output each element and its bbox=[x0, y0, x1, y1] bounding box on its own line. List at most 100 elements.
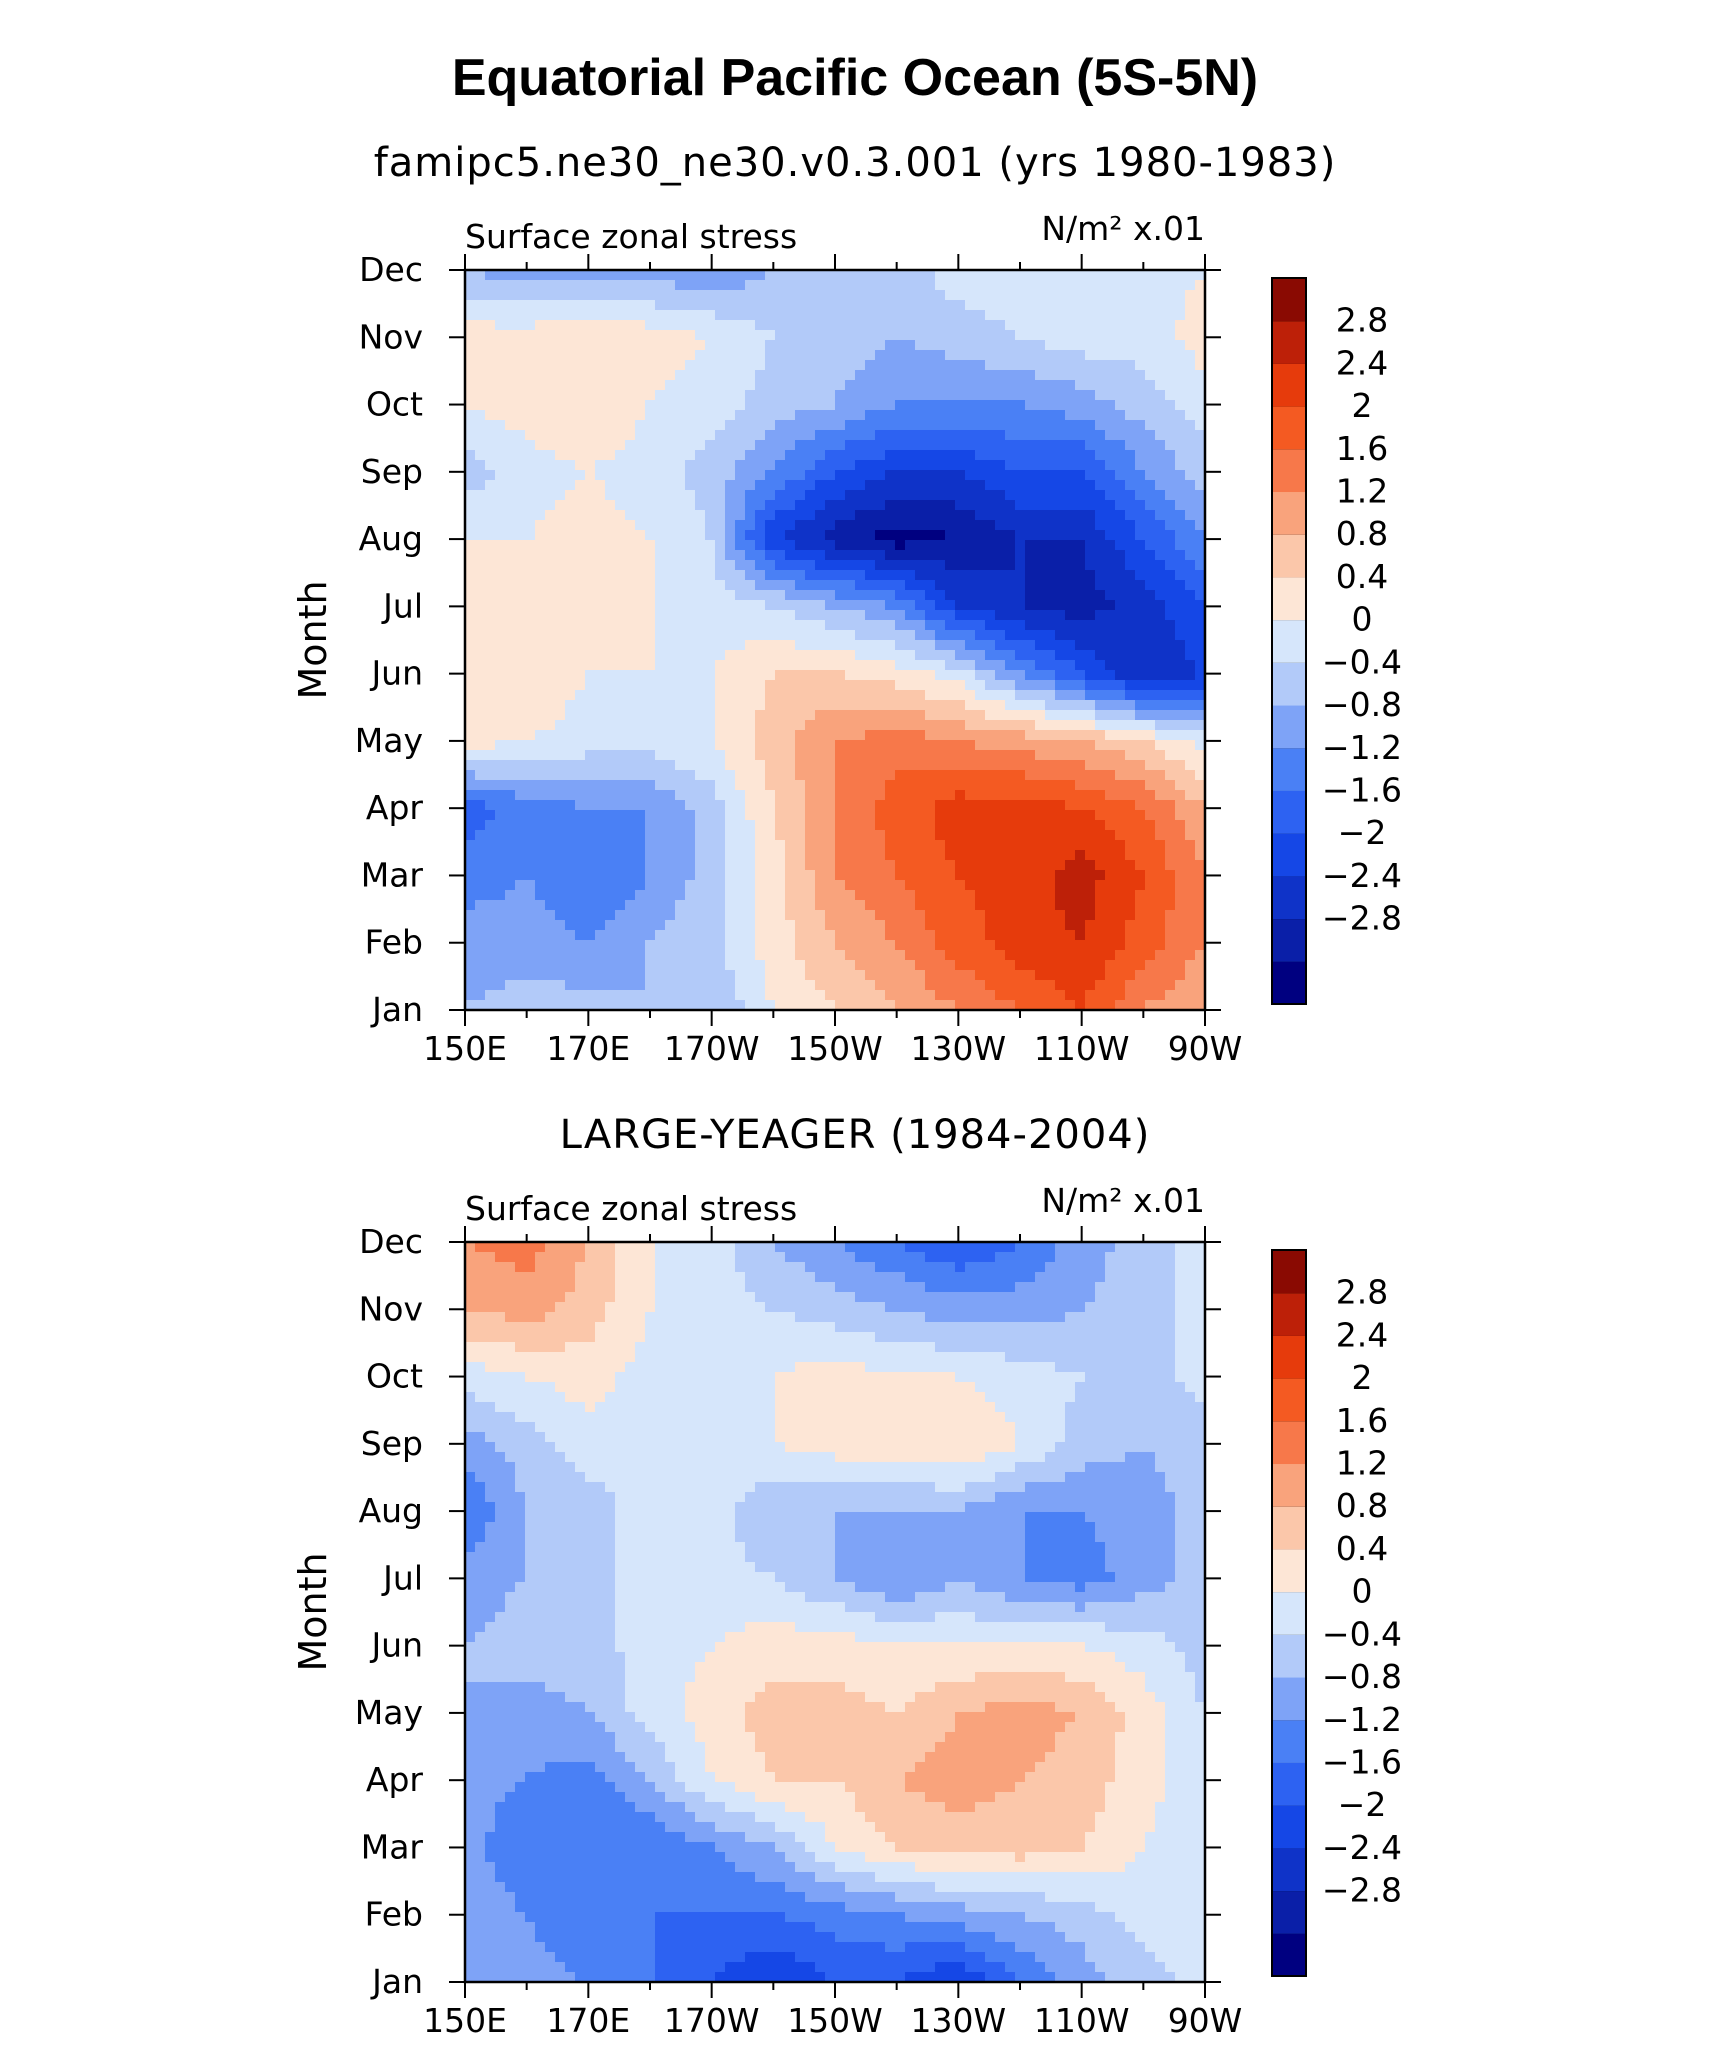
heatmap-cell bbox=[585, 460, 596, 471]
heatmap-cell bbox=[1105, 320, 1116, 331]
heatmap-cell bbox=[885, 530, 896, 541]
heatmap-cell bbox=[1035, 890, 1046, 901]
heatmap-cell bbox=[925, 790, 936, 801]
heatmap-cell bbox=[945, 310, 956, 321]
heatmap-cell bbox=[845, 920, 856, 931]
heatmap-cell bbox=[1045, 350, 1056, 361]
heatmap-cell bbox=[615, 760, 626, 771]
heatmap-cell bbox=[575, 290, 586, 301]
heatmap-cell bbox=[565, 490, 576, 501]
heatmap-cell bbox=[655, 400, 666, 411]
heatmap-cell bbox=[1145, 380, 1156, 391]
heatmap-cell bbox=[995, 820, 1006, 831]
heatmap-cell bbox=[1105, 450, 1116, 461]
heatmap-cell bbox=[1195, 370, 1206, 381]
heatmap-cell bbox=[745, 910, 756, 921]
heatmap-cell bbox=[665, 660, 676, 671]
heatmap-cell bbox=[985, 340, 996, 351]
heatmap-cell bbox=[1135, 750, 1146, 761]
heatmap-cell bbox=[1095, 560, 1106, 571]
heatmap-cell bbox=[765, 450, 776, 461]
heatmap-cell bbox=[1165, 720, 1176, 731]
heatmap-cell bbox=[585, 860, 596, 871]
heatmap-cell bbox=[735, 670, 746, 681]
heatmap-cell bbox=[605, 500, 616, 511]
heatmap-cell bbox=[655, 880, 666, 891]
heatmap-cell bbox=[675, 690, 686, 701]
heatmap-cell bbox=[965, 640, 976, 651]
heatmap-cell bbox=[1005, 860, 1016, 871]
heatmap-cell bbox=[1185, 270, 1196, 281]
heatmap-cell bbox=[855, 320, 866, 331]
heatmap-cell bbox=[985, 650, 996, 661]
heatmap-cell bbox=[675, 470, 686, 481]
heatmap-cell bbox=[765, 920, 776, 931]
heatmap-cell bbox=[525, 580, 536, 591]
heatmap-cell bbox=[555, 770, 566, 781]
heatmap-cell bbox=[695, 320, 706, 331]
heatmap-cell bbox=[965, 390, 976, 401]
heatmap-cell bbox=[1045, 330, 1056, 341]
heatmap-cell bbox=[955, 570, 966, 581]
heatmap-cell bbox=[595, 790, 606, 801]
heatmap-cell bbox=[615, 650, 626, 661]
heatmap-cell bbox=[1015, 700, 1026, 711]
heatmap-cell bbox=[795, 730, 806, 741]
heatmap-cell bbox=[885, 650, 896, 661]
heatmap-cell bbox=[1155, 830, 1166, 841]
heatmap-cell bbox=[935, 600, 946, 611]
heatmap-cell bbox=[545, 810, 556, 821]
heatmap-cell bbox=[1145, 570, 1156, 581]
heatmap-cell bbox=[1005, 480, 1016, 491]
heatmap-cell bbox=[945, 350, 956, 361]
heatmap-cell bbox=[535, 850, 546, 861]
heatmap-cell bbox=[865, 740, 876, 751]
heatmap-cell bbox=[1145, 390, 1156, 401]
heatmap-cell bbox=[555, 370, 566, 381]
heatmap-cell bbox=[915, 300, 926, 311]
heatmap-cell bbox=[975, 770, 986, 781]
heatmap-cell bbox=[1115, 800, 1126, 811]
heatmap-cell bbox=[505, 830, 516, 841]
heatmap-cell bbox=[705, 800, 716, 811]
heatmap-cell bbox=[735, 850, 746, 861]
heatmap-cell bbox=[1035, 550, 1046, 561]
heatmap-cell bbox=[1165, 860, 1176, 871]
heatmap-cell bbox=[1005, 830, 1016, 841]
heatmap-cell bbox=[565, 580, 576, 591]
heatmap-cell bbox=[1085, 640, 1096, 651]
heatmap-cell bbox=[1185, 650, 1196, 661]
heatmap-cell bbox=[695, 650, 706, 661]
heatmap-cell bbox=[505, 640, 516, 651]
heatmap-cell bbox=[945, 730, 956, 741]
heatmap-cell bbox=[545, 350, 556, 361]
heatmap-cell bbox=[585, 610, 596, 621]
heatmap-cell bbox=[915, 340, 926, 351]
heatmap-cell bbox=[1015, 740, 1026, 751]
heatmap-cell bbox=[1115, 290, 1126, 301]
heatmap-cell bbox=[985, 520, 996, 531]
heatmap-cell bbox=[945, 600, 956, 611]
heatmap-cell bbox=[1135, 590, 1146, 601]
heatmap-cell bbox=[765, 610, 776, 621]
heatmap-cell bbox=[1095, 280, 1106, 291]
heatmap-cell bbox=[835, 750, 846, 761]
heatmap-cell bbox=[555, 600, 566, 611]
heatmap-cell bbox=[925, 540, 936, 551]
heatmap-cell bbox=[845, 670, 856, 681]
panel-1-title: famipc5.ne30_ne30.v0.3.001 (yrs 1980-198… bbox=[373, 140, 1337, 186]
heatmap-cell bbox=[595, 800, 606, 811]
heatmap-cell bbox=[1035, 630, 1046, 641]
heatmap-cell bbox=[945, 710, 956, 721]
heatmap-cell bbox=[865, 860, 876, 871]
heatmap-cell bbox=[925, 870, 936, 881]
heatmap-cell bbox=[625, 440, 636, 451]
heatmap-cell bbox=[925, 800, 936, 811]
heatmap-cell bbox=[865, 540, 876, 551]
heatmap-cell bbox=[725, 840, 736, 851]
heatmap-cell bbox=[955, 750, 966, 761]
heatmap-cell bbox=[995, 270, 1006, 281]
heatmap-cell bbox=[1145, 800, 1156, 811]
heatmap-cell bbox=[625, 690, 636, 701]
heatmap-cell bbox=[845, 550, 856, 561]
